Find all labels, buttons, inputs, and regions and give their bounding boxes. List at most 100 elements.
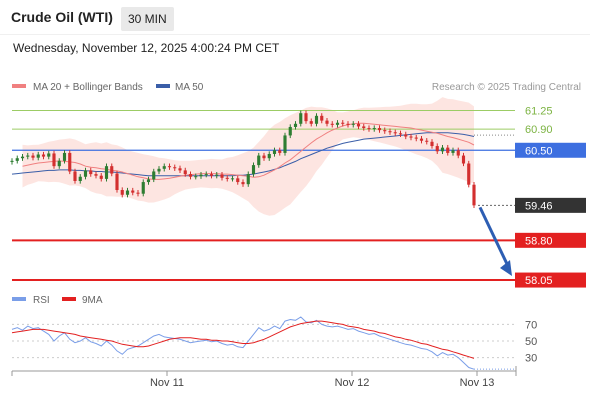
- candle-body: [388, 131, 392, 133]
- candle-body: [419, 138, 424, 141]
- candle-body: [440, 147, 445, 152]
- candle-body: [351, 123, 355, 125]
- candle-body: [15, 158, 19, 161]
- legend-rsi-ma-label: 9MA: [82, 295, 103, 306]
- instrument-title: Crude Oil (WTI): [11, 9, 113, 25]
- candle-body: [314, 115, 319, 124]
- candle-body: [41, 154, 46, 157]
- candle-body: [120, 190, 124, 195]
- candle-body: [330, 123, 334, 125]
- candle-body: [62, 152, 67, 161]
- candle-body: [73, 171, 77, 181]
- forecast-arrow-head: [500, 260, 512, 277]
- candle-body: [78, 176, 82, 181]
- candle-body: [335, 122, 340, 125]
- candle-body: [398, 133, 403, 135]
- candle-body: [36, 154, 40, 158]
- candle-body: [141, 182, 145, 194]
- candle-body: [157, 168, 161, 172]
- candle-body: [136, 192, 140, 194]
- rsi-tick-70: 70: [525, 319, 537, 331]
- legend-rsi-ma-swatch: [62, 297, 76, 301]
- candle-body: [409, 136, 413, 138]
- candle-body: [246, 174, 250, 185]
- candle-body: [356, 123, 361, 127]
- candle-body: [372, 128, 376, 130]
- candle-body: [309, 121, 313, 124]
- candle-body: [456, 150, 460, 156]
- chart-datetime: Wednesday, November 12, 2025 4:00:24 PM …: [13, 41, 280, 55]
- candle-body: [20, 156, 25, 159]
- level-label-59.46: 59.46: [525, 200, 553, 212]
- rsi-ma-line: [11, 320, 475, 359]
- candle-body: [472, 184, 476, 206]
- candle-body: [167, 166, 172, 168]
- candle-body: [467, 163, 471, 185]
- level-label-60.50: 60.50: [525, 145, 553, 157]
- candle-body: [94, 174, 98, 176]
- candle-body: [267, 153, 271, 159]
- bollinger-band-area: [22, 97, 474, 216]
- candle-body: [215, 174, 219, 176]
- candle-body: [461, 155, 466, 164]
- candle-body: [262, 155, 266, 159]
- legend-rsi-swatch: [12, 297, 26, 301]
- candle-body: [110, 166, 114, 174]
- candle-body: [188, 174, 193, 177]
- candle-body: [178, 168, 182, 171]
- candle-body: [346, 123, 350, 125]
- chart-credit: Research © 2025 Trading Central: [432, 82, 581, 93]
- candle-body: [299, 113, 303, 124]
- candle-body: [31, 155, 35, 158]
- candle-body: [283, 135, 287, 153]
- x-tick-label: Nov 13: [460, 377, 495, 389]
- candle-body: [288, 126, 292, 136]
- candle-body: [251, 165, 256, 175]
- candle-body: [272, 150, 277, 154]
- candle-body: [209, 174, 214, 176]
- candle-body: [204, 174, 208, 176]
- candle-body: [183, 170, 187, 175]
- candle-body: [162, 166, 166, 169]
- candle-body: [377, 128, 382, 131]
- candle-body: [320, 115, 324, 121]
- candle-body: [131, 190, 135, 193]
- level-tag-58.05: [515, 272, 586, 288]
- candle-body: [362, 126, 366, 129]
- candle-body: [293, 123, 298, 127]
- candle-body: [241, 182, 245, 185]
- level-tag-59.46: [515, 197, 586, 213]
- timeframe-button[interactable]: 30 MIN: [121, 7, 174, 31]
- candle-body: [225, 177, 229, 179]
- candle-body: [446, 147, 450, 153]
- legend-bb-swatch: [12, 84, 26, 88]
- candle-body: [68, 152, 72, 172]
- candle-body: [146, 179, 151, 183]
- candle-body: [26, 155, 30, 157]
- candle-body: [173, 167, 177, 169]
- candle-body: [451, 150, 455, 153]
- candle-body: [125, 190, 130, 195]
- candle-body: [89, 170, 93, 175]
- candle-body: [404, 134, 408, 137]
- legend-ma50-label: MA 50: [175, 82, 204, 93]
- candle-body: [393, 132, 397, 134]
- candle-body: [115, 173, 119, 190]
- candle-body: [341, 122, 345, 124]
- candle-body: [104, 166, 109, 179]
- candle-body: [152, 171, 156, 180]
- candle-body: [57, 160, 61, 167]
- candle-body: [236, 178, 240, 183]
- rsi-tick-50: 50: [525, 336, 537, 348]
- candle-body: [10, 160, 14, 162]
- candle-body: [367, 128, 371, 130]
- level-tag-58.80: [515, 232, 586, 248]
- candle-body: [304, 113, 308, 122]
- candle-body: [414, 137, 418, 139]
- x-tick-label: Nov 11: [150, 377, 184, 389]
- candle-body: [278, 150, 282, 153]
- level-label-58.80: 58.80: [525, 235, 553, 247]
- header-divider: [0, 34, 590, 35]
- candle-body: [257, 155, 261, 166]
